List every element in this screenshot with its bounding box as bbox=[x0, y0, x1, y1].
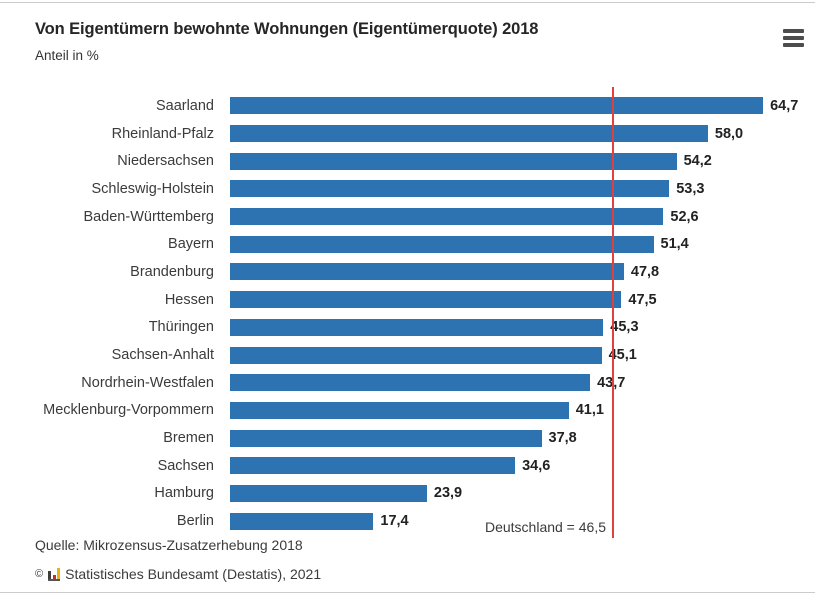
chart-title: Von Eigentümern bewohnte Wohnungen (Eige… bbox=[35, 20, 539, 38]
value-label: 51,4 bbox=[660, 236, 689, 253]
category-label: Thüringen bbox=[148, 319, 214, 336]
copyright-text: Statistisches Bundesamt (Destatis), 2021 bbox=[65, 566, 322, 582]
chart-row: Berlin 17,4 bbox=[0, 507, 815, 535]
value-label: 37,8 bbox=[548, 430, 577, 447]
bar bbox=[230, 374, 591, 392]
category-label: Saarland bbox=[155, 97, 214, 114]
chart-row: Bremen 37,8 bbox=[0, 424, 815, 452]
chart-subtitle: Anteil in % bbox=[35, 48, 99, 63]
chart-row: Bayern 51,4 bbox=[0, 230, 815, 258]
value-label: 45,1 bbox=[608, 347, 637, 364]
value-label: 34,6 bbox=[522, 457, 551, 474]
source-note: Quelle: Mikrozensus-Zusatzerhebung 2018 bbox=[35, 537, 303, 553]
chart-row: Sachsen-Anhalt 45,1 bbox=[0, 341, 815, 369]
category-label: Bremen bbox=[163, 430, 214, 447]
hamburger-menu-icon bbox=[783, 43, 804, 47]
category-label: Schleswig-Holstein bbox=[91, 180, 215, 197]
bar-chart: Saarland 64,7 Rheinland-Pfalz 58,0 Niede… bbox=[0, 92, 815, 535]
value-label: 64,7 bbox=[770, 97, 799, 114]
value-label: 41,1 bbox=[575, 402, 604, 419]
bar bbox=[230, 484, 427, 502]
value-label: 47,8 bbox=[630, 263, 660, 280]
bar bbox=[230, 125, 708, 143]
bar-chart-rows: Saarland 64,7 Rheinland-Pfalz 58,0 Niede… bbox=[0, 92, 815, 535]
chart-row: Niedersachsen 54,2 bbox=[0, 147, 815, 175]
value-label: 52,6 bbox=[670, 208, 699, 225]
value-label: 17,4 bbox=[380, 513, 409, 530]
bar bbox=[230, 180, 670, 198]
category-label: Mecklenburg-Vorpommern bbox=[43, 402, 214, 419]
category-label: Sachsen-Anhalt bbox=[111, 347, 214, 364]
bar bbox=[230, 235, 654, 253]
category-label: Baden-Württemberg bbox=[83, 208, 214, 225]
chart-row: Brandenburg 47,8 bbox=[0, 258, 815, 286]
bar bbox=[230, 457, 516, 475]
bar bbox=[230, 152, 677, 170]
category-label: Brandenburg bbox=[130, 263, 214, 280]
category-label: Bayern bbox=[168, 236, 214, 253]
bar bbox=[230, 512, 374, 530]
category-label: Berlin bbox=[176, 513, 214, 530]
bar bbox=[230, 263, 624, 281]
copyright-symbol: © bbox=[35, 568, 44, 580]
category-label: Rheinland-Pfalz bbox=[111, 125, 214, 142]
reference-line bbox=[612, 87, 614, 538]
category-label: Niedersachsen bbox=[117, 153, 214, 170]
hamburger-menu-icon bbox=[783, 36, 804, 40]
chart-row: Sachsen 34,6 bbox=[0, 452, 815, 480]
value-label: 58,0 bbox=[714, 125, 744, 142]
category-label: Nordrhein-Westfalen bbox=[81, 374, 214, 391]
value-label: 54,2 bbox=[683, 153, 712, 170]
copyright-note: © Statistisches Bundesamt (Destatis), 20… bbox=[35, 566, 321, 582]
bar bbox=[230, 97, 764, 115]
chart-row: Thüringen 45,3 bbox=[0, 314, 815, 342]
menu-button[interactable] bbox=[779, 25, 808, 51]
bar bbox=[230, 429, 542, 447]
chart-row: Nordrhein-Westfalen 43,7 bbox=[0, 369, 815, 397]
value-label: 23,9 bbox=[433, 485, 463, 502]
bar bbox=[230, 318, 604, 336]
chart-row: Schleswig-Holstein 53,3 bbox=[0, 175, 815, 203]
category-label: Hessen bbox=[164, 291, 214, 308]
bar bbox=[230, 401, 569, 419]
chart-row: Hamburg 23,9 bbox=[0, 480, 815, 508]
value-label: 47,5 bbox=[628, 291, 657, 308]
value-label: 43,7 bbox=[597, 375, 625, 391]
bar bbox=[230, 291, 622, 309]
destatis-logo-icon bbox=[48, 567, 61, 581]
chart-row: Saarland 64,7 bbox=[0, 92, 815, 120]
bar bbox=[230, 208, 664, 226]
value-label: 53,3 bbox=[676, 180, 705, 197]
hamburger-menu-icon bbox=[783, 29, 804, 33]
chart-row: Rheinland-Pfalz 58,0 bbox=[0, 120, 815, 148]
chart-row: Hessen 47,5 bbox=[0, 286, 815, 314]
chart-row: Mecklenburg-Vorpommern 41,1 bbox=[0, 397, 815, 425]
bar bbox=[230, 346, 602, 364]
reference-label: Deutschland = 46,5 bbox=[484, 519, 606, 535]
top-border bbox=[0, 2, 815, 3]
bottom-border bbox=[0, 592, 815, 593]
category-label: Sachsen bbox=[157, 457, 214, 474]
category-label: Hamburg bbox=[154, 485, 214, 502]
value-label: 45,3 bbox=[610, 319, 639, 336]
chart-row: Baden-Württemberg 52,6 bbox=[0, 203, 815, 231]
